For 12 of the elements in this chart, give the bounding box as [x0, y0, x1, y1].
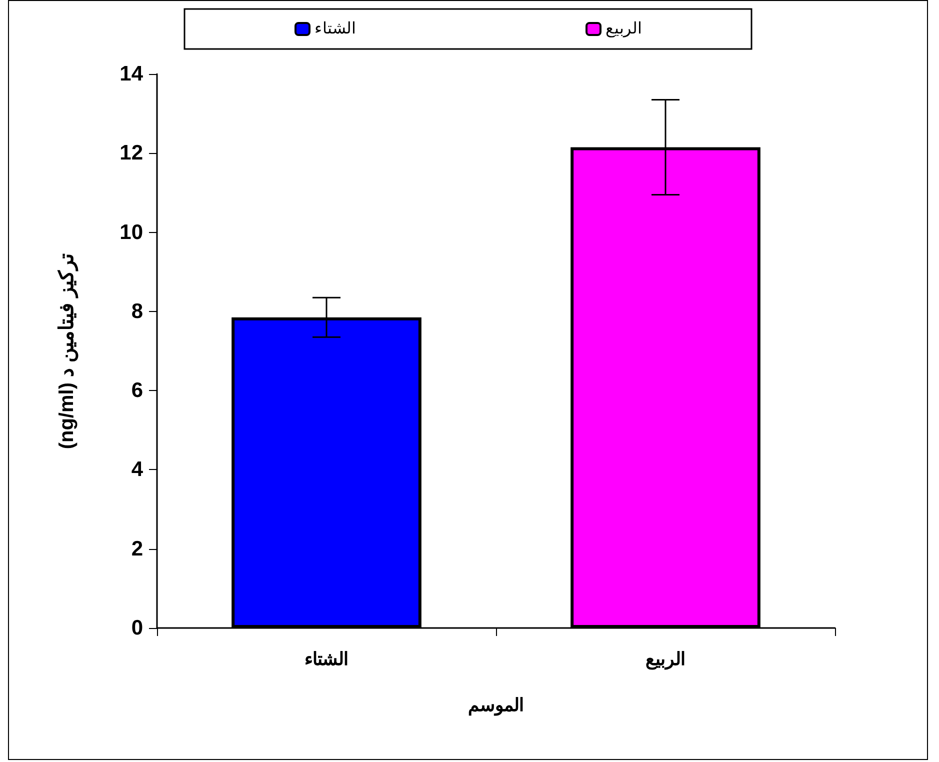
y-tick-label: 2 — [131, 537, 143, 560]
y-tick-label: 12 — [120, 142, 143, 165]
y-tick-label: 14 — [120, 62, 144, 86]
y-tick-label: 4 — [131, 458, 144, 482]
y-tick-label: 0 — [131, 616, 143, 640]
y-tick-label: 6 — [131, 379, 143, 402]
x-axis-title: الموسم — [468, 695, 524, 716]
legend-label: الربيع — [606, 20, 642, 38]
y-axis-title: تركيز فيتامين د (ng/ml) — [56, 252, 79, 450]
legend-label: الشتاء — [314, 20, 356, 38]
y-tick-label: 10 — [120, 220, 143, 244]
y-tick-label: 8 — [131, 300, 144, 323]
